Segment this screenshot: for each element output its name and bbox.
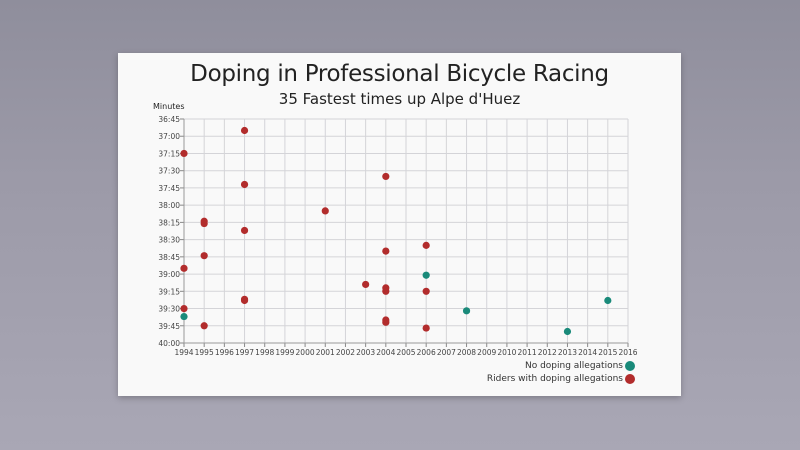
data-point[interactable] bbox=[604, 296, 612, 305]
y-tick-label: 38:45 bbox=[158, 253, 180, 262]
x-tick-label: 1999 bbox=[275, 348, 294, 357]
x-tick-label: 1994 bbox=[174, 348, 193, 357]
x-tick-label: 2016 bbox=[618, 348, 637, 357]
x-tick-label: 2001 bbox=[316, 348, 335, 357]
y-tick-label: 38:30 bbox=[158, 236, 180, 245]
y-tick-label: 39:15 bbox=[158, 287, 180, 296]
axes: 1994 1995 1996 1997 1998 1999 2000 2001 2002 2003… bbox=[158, 115, 637, 357]
data-point[interactable] bbox=[200, 219, 208, 228]
y-tick-label: 39:30 bbox=[158, 305, 180, 314]
y-tick-label: 36:45 bbox=[158, 115, 180, 124]
data-point[interactable] bbox=[382, 287, 390, 295]
data-point[interactable] bbox=[563, 327, 572, 336]
legend-item-no-doping: No doping allegations bbox=[487, 359, 635, 372]
data-point[interactable] bbox=[382, 318, 390, 326]
y-tick-label: 37:45 bbox=[158, 184, 180, 193]
chart-title: Doping in Professional Bicycle Racing bbox=[190, 61, 609, 87]
data-point[interactable] bbox=[200, 252, 208, 260]
data-point[interactable] bbox=[240, 126, 249, 135]
x-tick-label: 2006 bbox=[417, 348, 436, 357]
legend-label: No doping allegations bbox=[524, 360, 623, 371]
y-tick-label: 37:30 bbox=[158, 167, 180, 176]
x-tick-label: 2012 bbox=[538, 348, 557, 357]
data-point[interactable] bbox=[382, 247, 390, 255]
data-point[interactable] bbox=[422, 287, 430, 295]
data-point[interactable] bbox=[240, 296, 249, 305]
x-tick-label: 2013 bbox=[558, 348, 577, 357]
y-tick-label: 39:45 bbox=[158, 322, 180, 331]
x-tick-label: 1998 bbox=[255, 348, 274, 357]
data-point[interactable] bbox=[180, 312, 188, 321]
legend-dot-icon bbox=[625, 373, 635, 384]
x-tick-label: 2005 bbox=[396, 348, 415, 357]
y-tick-label: 39:00 bbox=[158, 270, 180, 279]
legend: No doping allegations Riders with doping… bbox=[487, 359, 635, 385]
x-tick-label: 2000 bbox=[296, 348, 315, 357]
data-point[interactable] bbox=[200, 322, 208, 330]
legend-label: Riders with doping allegations bbox=[486, 373, 623, 384]
x-tick-label: 1995 bbox=[195, 348, 214, 357]
chart-card: Doping in Professional Bicycle Racing 35… bbox=[118, 53, 681, 396]
x-tick-label: 2015 bbox=[598, 348, 617, 357]
data-point[interactable] bbox=[422, 324, 430, 332]
x-tick-label: 1997 bbox=[235, 348, 254, 357]
data-point[interactable] bbox=[362, 280, 370, 289]
data-point[interactable] bbox=[321, 207, 329, 215]
scatter-plot: 1994 1995 1996 1997 1998 1999 2000 2001 2002 2003… bbox=[158, 115, 637, 357]
y-axis-label: Minutes bbox=[153, 102, 185, 111]
y-tick-label: 38:00 bbox=[158, 201, 180, 210]
x-tick-label: 2014 bbox=[578, 348, 597, 357]
data-point[interactable] bbox=[382, 172, 390, 181]
y-tick-label: 38:15 bbox=[158, 218, 180, 227]
data-point[interactable] bbox=[422, 271, 430, 279]
x-tick-label: 2011 bbox=[518, 348, 537, 357]
y-tick-label: 40:00 bbox=[158, 339, 180, 348]
x-tick-label: 2007 bbox=[437, 348, 456, 357]
data-point[interactable] bbox=[180, 304, 188, 313]
x-tick-label: 1996 bbox=[215, 348, 234, 357]
legend-dot-icon bbox=[625, 360, 635, 371]
x-tick-label: 2010 bbox=[497, 348, 516, 357]
data-point[interactable] bbox=[180, 149, 188, 158]
x-tick-label: 2008 bbox=[457, 348, 476, 357]
legend-item-doping: Riders with doping allegations bbox=[487, 372, 635, 385]
y-tick-label: 37:00 bbox=[158, 132, 180, 141]
data-point[interactable] bbox=[462, 307, 471, 315]
chart-subtitle: 35 Fastest times up Alpe d'Huez bbox=[278, 90, 521, 108]
y-tick-label: 37:15 bbox=[158, 149, 180, 158]
data-point[interactable] bbox=[240, 180, 249, 189]
x-tick-label: 2009 bbox=[477, 348, 496, 357]
data-point[interactable] bbox=[422, 241, 430, 249]
data-points bbox=[180, 126, 612, 336]
x-tick-label: 2003 bbox=[356, 348, 375, 357]
grid bbox=[183, 118, 629, 344]
data-point[interactable] bbox=[240, 226, 249, 235]
x-tick-label: 2004 bbox=[376, 348, 395, 357]
data-point[interactable] bbox=[180, 264, 188, 272]
x-tick-label: 2002 bbox=[336, 348, 355, 357]
